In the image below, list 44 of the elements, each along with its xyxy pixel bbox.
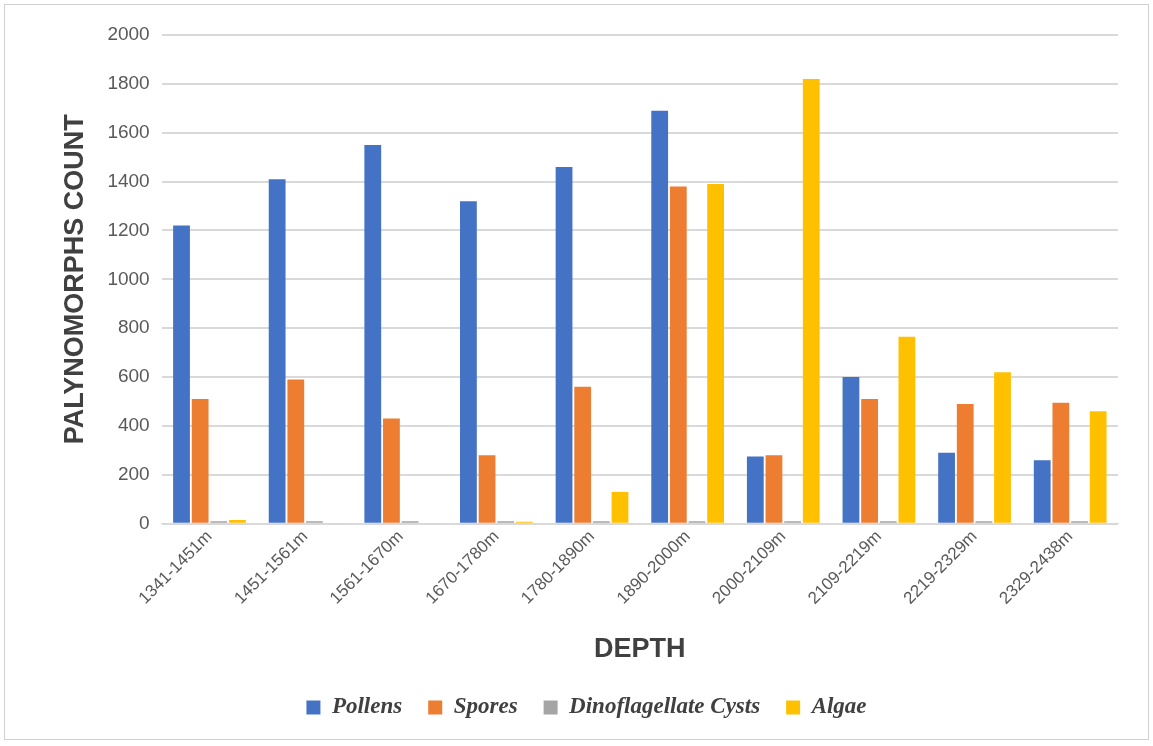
y-tick-label: 2000 [107, 23, 150, 45]
y-tick-label: 800 [117, 316, 150, 338]
bar [1052, 402, 1070, 523]
bar [555, 166, 573, 523]
bar [994, 372, 1011, 523]
bar [938, 452, 955, 523]
bar [229, 520, 246, 523]
legend-label: Pollens [330, 693, 403, 719]
bar [383, 418, 400, 523]
bar [861, 399, 878, 523]
bar [460, 201, 477, 523]
bar [268, 179, 286, 523]
y-tick-label: 1600 [107, 120, 150, 142]
bar [173, 225, 190, 523]
bar [669, 186, 687, 523]
bar [478, 455, 496, 523]
y-tick-label: 1000 [107, 267, 150, 289]
bar [842, 377, 860, 523]
bar [287, 379, 305, 523]
y-tick-label: 600 [117, 365, 150, 387]
bar [364, 144, 382, 523]
bar [1033, 460, 1051, 523]
bar [611, 491, 629, 523]
y-tick-label: 1800 [107, 72, 150, 94]
y-tick-label: 200 [117, 463, 150, 485]
bar [746, 456, 764, 523]
y-tick-label: 0 [139, 511, 150, 533]
bar [1089, 411, 1107, 523]
bar [765, 455, 783, 523]
legend-label: Spores [453, 693, 518, 719]
bar [574, 386, 592, 523]
bar [707, 184, 725, 523]
bar [802, 78, 820, 523]
bar [898, 336, 916, 523]
legend-label: Algae [809, 693, 867, 719]
bar [651, 110, 669, 523]
y-axis-title: PALYNOMORPHS COUNT [58, 113, 89, 445]
legend-label: Dinoflagellate Cysts [568, 693, 761, 719]
y-tick-label: 1200 [107, 218, 150, 240]
y-tick-label: 1400 [107, 169, 150, 191]
x-axis-title: DEPTH [594, 633, 686, 664]
bar [956, 403, 974, 523]
y-tick-label: 400 [117, 414, 150, 436]
bar [191, 399, 209, 523]
